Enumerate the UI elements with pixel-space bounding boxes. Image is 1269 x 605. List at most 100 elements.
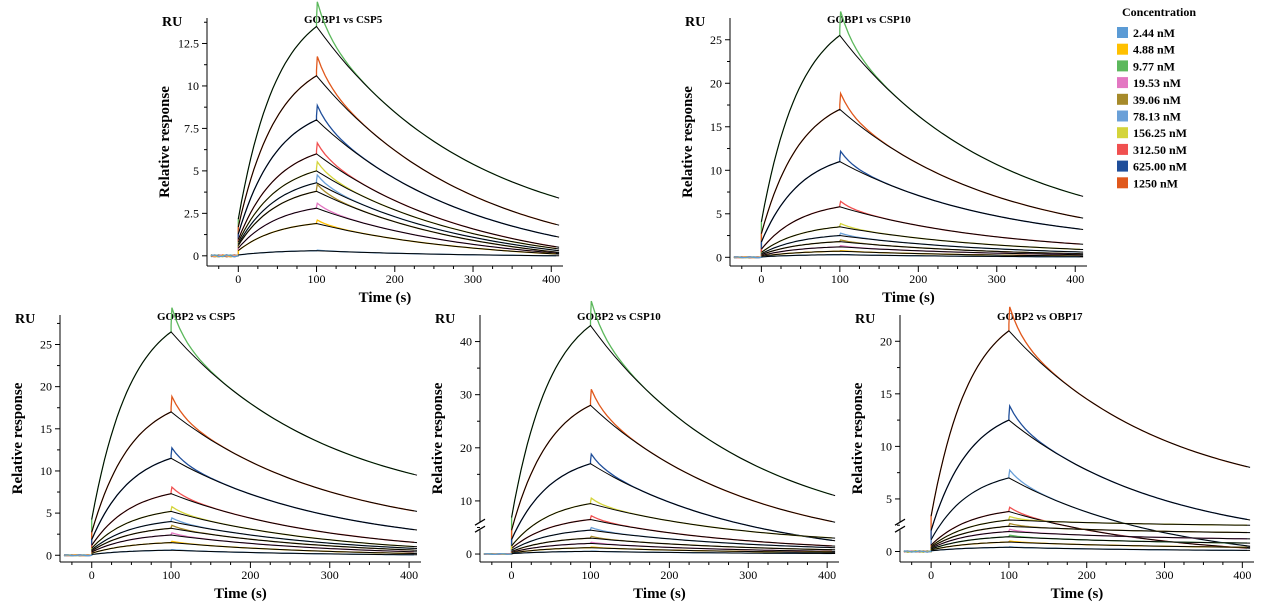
- y-unit-label: RU: [162, 15, 182, 30]
- fit-curve-line: [511, 537, 836, 552]
- fit-curve-line: [761, 241, 1084, 256]
- fit-curve-line: [511, 542, 836, 553]
- legend-label: 9.77 nM: [1133, 59, 1175, 73]
- y-unit-label: RU: [435, 312, 455, 327]
- y-tick-label: 5: [193, 164, 199, 178]
- x-tick-label: 0: [758, 272, 764, 286]
- x-tick-label: 300: [988, 272, 1006, 286]
- legend-label: 312.50 nM: [1133, 143, 1187, 157]
- chart-panel: 0 100 200 300 400 0 2.5 5 7.5 10 12.5 GOBP1 vs CSP5…: [157, 1, 563, 306]
- fit-curve-line: [237, 207, 560, 254]
- fit-curve-line: [760, 108, 1084, 234]
- chart-title: GOBP2 vs CSP10: [577, 311, 661, 323]
- fit-curve-line: [761, 254, 1084, 258]
- fit-curve-line: [511, 550, 836, 555]
- x-axis-title: Time (s): [1051, 586, 1104, 602]
- legend-swatch: [1117, 77, 1128, 89]
- legend-swatch: [1117, 143, 1128, 155]
- chart-title: GOBP1 vs CSP10: [827, 14, 911, 26]
- fit-curve-line: [91, 527, 418, 552]
- concentration-legend: Concentration 2.44 nM 4.88 nM 9.77 nM 19.53…: [1117, 5, 1196, 190]
- data-series-line: [903, 546, 1247, 553]
- legend-swatch: [1117, 127, 1128, 139]
- y-tick-label: 2.5: [184, 206, 199, 220]
- y-tick-label: 10: [710, 163, 722, 177]
- fit-curve-line: [91, 457, 418, 540]
- y-tick-label: 30: [460, 388, 472, 402]
- chart-title: GOBP2 vs CSP5: [157, 311, 236, 323]
- data-series-line: [63, 446, 414, 557]
- fit-curve-line: [511, 503, 836, 547]
- legend-label: 2.44 nM: [1133, 26, 1175, 40]
- y-tick-label: 7.5: [184, 121, 199, 135]
- y-tick-label: 10: [187, 79, 199, 93]
- y-unit-label: RU: [15, 312, 35, 327]
- fit-curve-line: [930, 330, 1251, 517]
- chart-title: GOBP2 vs OBP17: [997, 311, 1083, 323]
- axis-break-gap: [475, 522, 485, 531]
- x-tick-label: 200: [660, 568, 678, 582]
- fit-curve-line: [91, 542, 418, 555]
- y-tick-label: 0: [886, 544, 892, 558]
- y-tick-label: 12.5: [178, 36, 199, 50]
- fit-curve-line: [760, 161, 1084, 243]
- y-tick-label: 25: [710, 33, 722, 47]
- fit-curve-line: [238, 250, 560, 257]
- fit-curve-line: [761, 206, 1084, 250]
- data-series-line: [733, 91, 1081, 259]
- legend-swatch: [1117, 177, 1128, 189]
- y-unit-label: RU: [855, 312, 875, 327]
- fit-curve-line: [761, 250, 1084, 257]
- fit-curve-line: [237, 182, 560, 252]
- fit-curve-line: [91, 331, 418, 520]
- axis-break-mark: [474, 518, 486, 526]
- fit-curve-line: [760, 34, 1084, 222]
- legend-label: 78.13 nM: [1133, 110, 1181, 124]
- x-tick-label: 300: [464, 272, 482, 286]
- x-tick-label: 200: [1078, 568, 1096, 582]
- x-tick-label: 200: [241, 568, 259, 582]
- fit-curve-line: [237, 170, 560, 250]
- axis-break-mark: [474, 525, 486, 533]
- y-tick-label: 0: [466, 547, 472, 561]
- fit-curve-line: [511, 404, 836, 531]
- x-tick-label: 200: [386, 272, 404, 286]
- y-tick-label: 0: [716, 250, 722, 264]
- y-tick-label: 20: [460, 441, 472, 455]
- x-tick-label: 0: [89, 568, 95, 582]
- chart-panel: 0 100 200 300 400 0 5 10 15 20 25 GOBP2 vs CSP5 RU Ti…: [10, 307, 421, 602]
- data-series-line: [210, 102, 557, 258]
- chart-panel: 0 100 200 300 400 0 5 10 15 20 GOBP2 vs OBP17 RU Tim…: [850, 306, 1254, 602]
- fit-curve-line: [761, 234, 1084, 255]
- data-series-line: [903, 403, 1248, 553]
- y-axis-title: Relative response: [157, 86, 173, 198]
- fit-curve-line: [91, 493, 418, 546]
- x-tick-label: 300: [739, 568, 757, 582]
- x-tick-label: 0: [235, 272, 241, 286]
- y-axis-title: Relative response: [850, 382, 866, 494]
- legend-swatch: [1117, 160, 1128, 172]
- fit-curve-line: [237, 222, 560, 255]
- x-tick-label: 200: [909, 272, 927, 286]
- legend-label: 19.53 nM: [1133, 76, 1181, 90]
- chart-panel: 0 100 200 300 400 0 5 10 15 20 25 GOBP1 vs CSP10 RU T…: [680, 11, 1087, 306]
- legend-swatch: [1117, 60, 1128, 72]
- x-tick-label: 300: [321, 568, 339, 582]
- legend-swatch: [1117, 43, 1128, 55]
- x-tick-label: 400: [542, 272, 560, 286]
- x-tick-label: 400: [1233, 568, 1251, 582]
- fit-curve-line: [930, 519, 1251, 547]
- legend-label: 39.06 nM: [1133, 93, 1181, 107]
- y-tick-label: 5: [46, 506, 52, 520]
- fit-curve-line: [91, 520, 418, 551]
- fit-curve-line: [91, 411, 418, 533]
- x-tick-label: 0: [509, 568, 515, 582]
- legend-swatch: [1117, 27, 1128, 38]
- x-tick-label: 100: [308, 272, 326, 286]
- y-axis-title: Relative response: [680, 86, 696, 198]
- x-tick-label: 400: [818, 568, 836, 582]
- legend-label: 4.88 nM: [1133, 43, 1175, 57]
- x-tick-label: 100: [831, 272, 849, 286]
- fit-curve-line: [930, 477, 1251, 547]
